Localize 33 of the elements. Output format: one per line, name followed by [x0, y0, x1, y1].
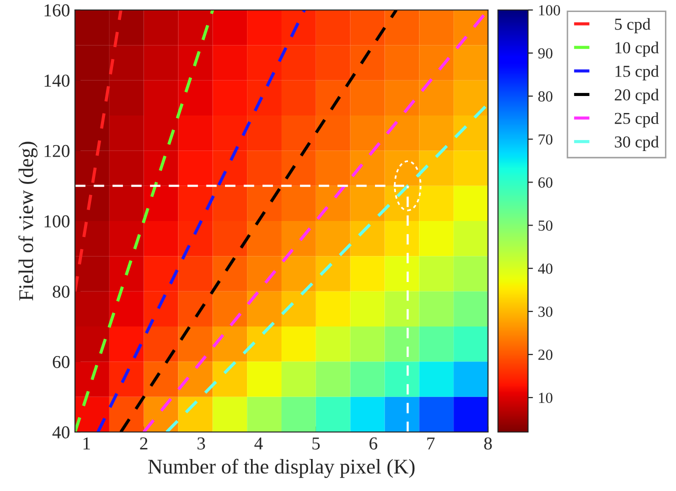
legend-label: 5 cpd — [615, 18, 650, 34]
color-bar-label: 60 — [538, 177, 552, 188]
color-bar-label: 50 — [538, 220, 552, 231]
x-tick-label: 3 — [198, 437, 206, 450]
legend-label: 15 cpd — [616, 65, 659, 80]
y-tick-label: 40 — [52, 426, 70, 438]
color-bar-label: 10 — [539, 392, 552, 403]
color-bar-label: 30 — [538, 306, 552, 317]
legend-label: 20 cpd — [614, 88, 659, 104]
y-tick-label: 160 — [44, 4, 70, 16]
x-tick-label: 1 — [84, 437, 90, 450]
x-tick-label: 4 — [254, 438, 263, 450]
y-tick-label: 60 — [52, 356, 70, 368]
color-bar-label: 100 — [539, 5, 560, 16]
x-tick-label: 2 — [140, 437, 148, 450]
y-tick-label: 100 — [44, 215, 70, 228]
y-tick-label: 120 — [44, 144, 70, 158]
x-tick-label: 5 — [312, 438, 320, 450]
y-tick-label: 140 — [44, 74, 70, 87]
y-axis-title: Field of view (deg) — [18, 142, 38, 301]
color-bar-label: 20 — [538, 350, 552, 360]
x-axis-title: Number of the display pixel (K) — [148, 458, 415, 478]
color-bar-label: 90 — [538, 48, 552, 59]
legend-label: 30 cpd — [614, 136, 659, 151]
legend-label: 10 cpd — [616, 42, 659, 57]
color-bar-label: 70 — [538, 134, 552, 145]
y-tick-label: 80 — [52, 286, 70, 298]
x-tick-label: 7 — [427, 438, 435, 450]
color-bar-label: 80 — [538, 91, 552, 102]
color-bar-label: 40 — [538, 264, 552, 274]
x-tick-label: 6 — [370, 437, 378, 450]
legend-label: 25 cpd — [614, 112, 659, 128]
x-tick-label: 8 — [484, 437, 492, 450]
